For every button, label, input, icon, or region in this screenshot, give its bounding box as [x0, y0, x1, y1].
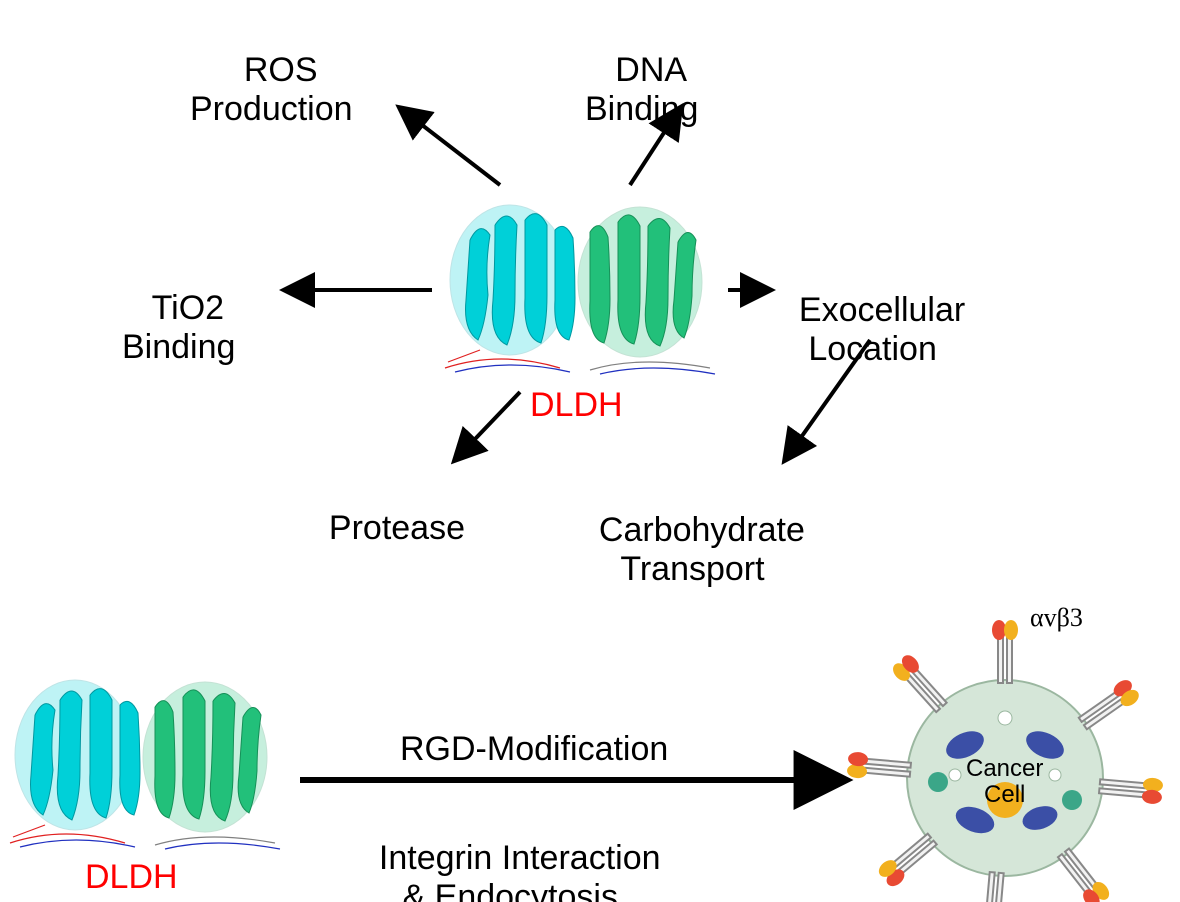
label-exocellular: ExocellularLocation [780, 252, 965, 369]
label-cancer-cell: CancerCell [966, 756, 1043, 809]
label-dna: DNABinding [585, 12, 698, 129]
label-carbohydrate: CarbohydrateTransport [580, 472, 805, 589]
label-integrin-name: αvβ3 [1030, 604, 1083, 633]
top-protein-structure [440, 190, 720, 380]
bottom-protein-structure [5, 665, 285, 855]
label-rgd-modification: RGD-Modification [400, 730, 668, 769]
label-protease: Protease [310, 470, 465, 548]
top-dldh-label: DLDH [530, 386, 623, 425]
label-tio2: TiO2Binding [122, 250, 235, 367]
label-ros: ROSProduction [190, 12, 353, 129]
bottom-dldh-label: DLDH [85, 858, 178, 897]
label-integrin-interaction: Integrin Interaction& Endocytosis [360, 800, 661, 902]
